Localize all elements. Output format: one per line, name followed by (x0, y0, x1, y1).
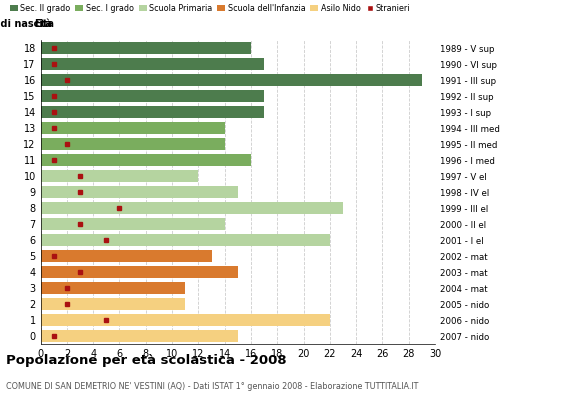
Bar (41, 298, 185, 310)
Text: Età: Età (34, 19, 52, 29)
Bar (41, 138, 224, 150)
Bar (41, 282, 185, 294)
Bar (41, 266, 238, 278)
Bar (41, 202, 343, 214)
Bar (41, 90, 264, 102)
Bar (41, 330, 238, 342)
Bar (41, 42, 251, 54)
Bar (41, 218, 224, 230)
Bar (41, 74, 422, 86)
Text: Popolazione per età scolastica - 2008: Popolazione per età scolastica - 2008 (6, 354, 287, 367)
Bar (41, 250, 212, 262)
Text: Anno di nascita: Anno di nascita (0, 19, 54, 29)
Bar (41, 122, 224, 134)
Legend: Sec. II grado, Sec. I grado, Scuola Primaria, Scuola dell'Infanzia, Asilo Nido, : Sec. II grado, Sec. I grado, Scuola Prim… (10, 4, 411, 13)
Bar (41, 314, 330, 326)
Bar (41, 154, 251, 166)
Bar (41, 234, 330, 246)
Bar (41, 186, 238, 198)
Bar (41, 58, 264, 70)
Text: COMUNE DI SAN DEMETRIO NE' VESTINI (AQ) - Dati ISTAT 1° gennaio 2008 - Elaborazi: COMUNE DI SAN DEMETRIO NE' VESTINI (AQ) … (6, 382, 418, 391)
Bar (41, 170, 198, 182)
Bar (41, 106, 264, 118)
